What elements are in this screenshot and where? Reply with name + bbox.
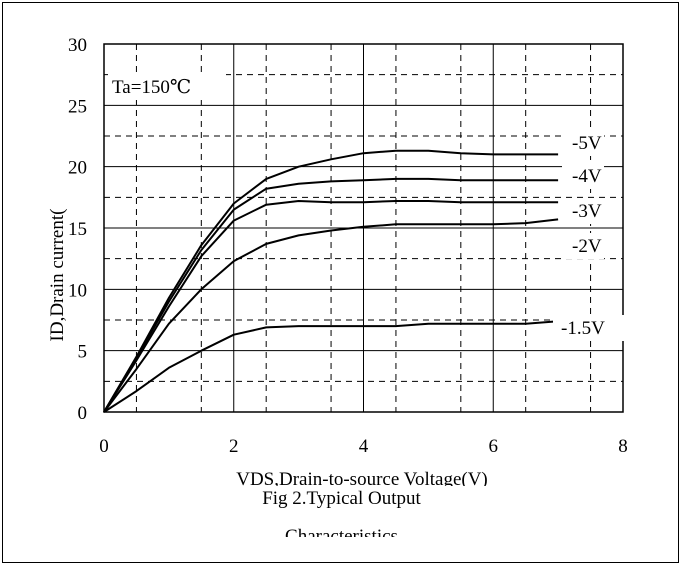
series-label: -2V bbox=[572, 236, 602, 257]
temperature-annotation: Ta=150℃ bbox=[112, 77, 191, 98]
series-label: -4V bbox=[572, 166, 602, 187]
x-axis-label: VDS,Drain-to-source Voltage(V) bbox=[236, 469, 488, 486]
series-label-bg bbox=[553, 315, 625, 341]
x-tick-label: 6 bbox=[489, 436, 499, 457]
y-tick-label: 20 bbox=[68, 158, 87, 179]
curve-series bbox=[103, 218, 559, 413]
series-label: -5V bbox=[572, 133, 602, 154]
curve-series bbox=[103, 149, 559, 413]
x-tick-label: 4 bbox=[359, 436, 369, 457]
x-tick-label: 8 bbox=[618, 436, 628, 457]
figure-caption: Fig 2.Typical Output Characteristics bbox=[0, 486, 683, 537]
curve-series bbox=[103, 177, 559, 413]
curves bbox=[103, 149, 559, 413]
chart: 0 2 4 6 8 0 5 10 15 20 25 30 -5V -4V -3V -2V -1.5V Ta=1… bbox=[47, 35, 628, 486]
series-label-bg bbox=[562, 198, 604, 224]
y-tick-label: 15 bbox=[68, 219, 87, 240]
series-label: -1.5V bbox=[561, 318, 605, 339]
y-tick-label: 5 bbox=[78, 342, 88, 363]
plot-area-border bbox=[103, 43, 624, 413]
y-tick-label: 10 bbox=[68, 280, 87, 301]
curve-series bbox=[103, 200, 559, 413]
caption-line-2: Characteristics bbox=[285, 526, 398, 537]
series-label-bg bbox=[562, 163, 604, 189]
series-label: -3V bbox=[572, 201, 602, 222]
plot-border bbox=[103, 43, 624, 413]
grid bbox=[104, 44, 623, 412]
annotation-bg bbox=[108, 74, 226, 100]
series-label-bg bbox=[562, 233, 604, 259]
x-tick-label: 0 bbox=[99, 436, 109, 457]
caption-line-1: Fig 2.Typical Output bbox=[262, 488, 421, 509]
y-tick-label: 25 bbox=[68, 96, 87, 117]
x-tick-label: 2 bbox=[229, 436, 239, 457]
curve-series bbox=[103, 320, 559, 413]
tick-labels: 0 2 4 6 8 0 5 10 15 20 25 30 bbox=[68, 35, 628, 457]
series-label-bg bbox=[562, 130, 604, 156]
series-labels: -5V -4V -3V -2V -1.5V bbox=[553, 130, 625, 341]
y-tick-label: 30 bbox=[68, 35, 87, 56]
y-axis-label: ID,Drain current( bbox=[47, 209, 68, 342]
y-tick-label: 0 bbox=[78, 403, 88, 424]
